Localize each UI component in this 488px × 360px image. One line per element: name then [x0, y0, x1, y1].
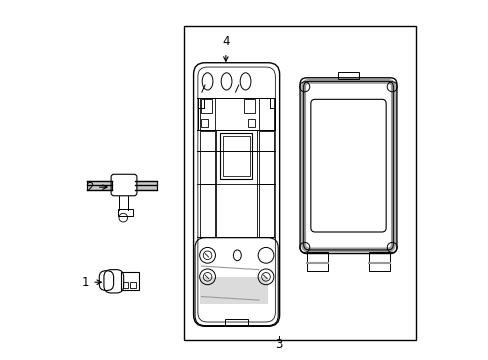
Text: 3: 3: [274, 338, 282, 351]
Text: 4: 4: [222, 35, 229, 48]
Bar: [368, 252, 389, 271]
Bar: [199, 98, 214, 130]
Bar: [337, 72, 359, 78]
Bar: [244, 99, 255, 113]
Bar: [183, 26, 415, 339]
Text: 1: 1: [81, 276, 89, 289]
Bar: [118, 210, 132, 216]
Bar: [130, 282, 136, 288]
Bar: [258, 131, 273, 184]
Bar: [258, 184, 273, 237]
Bar: [306, 252, 327, 271]
Bar: [258, 98, 273, 130]
Bar: [224, 319, 247, 325]
Text: 2: 2: [86, 181, 93, 194]
Bar: [199, 131, 214, 184]
Bar: [121, 272, 139, 290]
Bar: [201, 99, 211, 113]
Bar: [199, 184, 214, 237]
Bar: [247, 119, 255, 127]
Bar: [223, 136, 249, 176]
Polygon shape: [199, 277, 267, 304]
Bar: [201, 119, 207, 127]
Bar: [122, 282, 128, 288]
Bar: [220, 134, 252, 179]
